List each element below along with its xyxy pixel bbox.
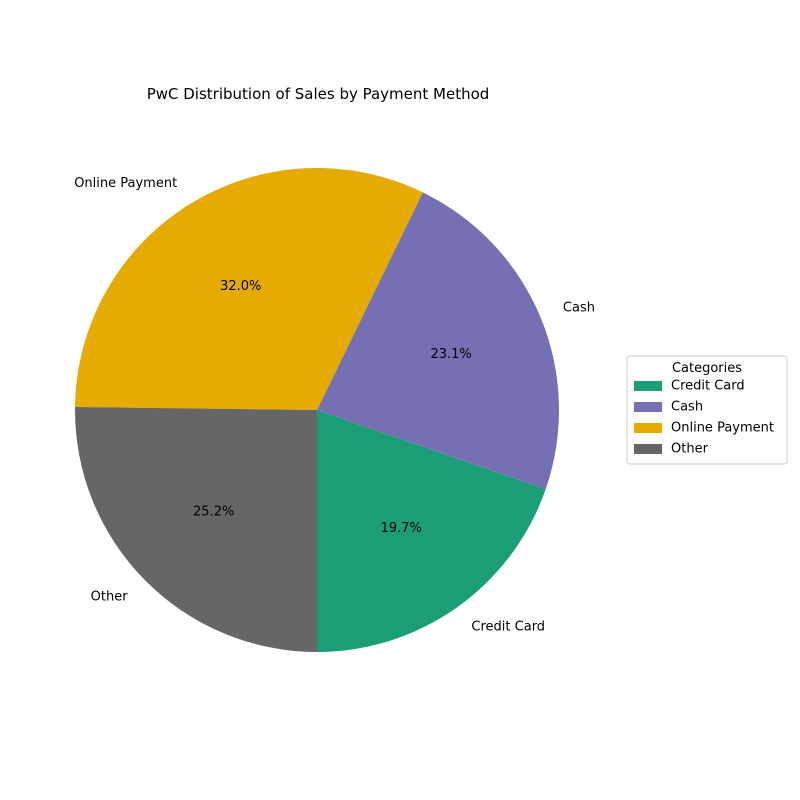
percent-label-cash: 23.1% <box>430 347 471 362</box>
legend-title: Categories <box>672 361 742 376</box>
legend-swatch-other <box>634 444 662 454</box>
legend-label-other: Other <box>671 442 709 457</box>
percent-label-credit-card: 19.7% <box>381 521 422 536</box>
slice-labels: Credit Card Cash Online Payment Other <box>74 176 595 634</box>
legend-label-cash: Cash <box>671 400 703 415</box>
legend-swatch-online-payment <box>634 423 662 433</box>
percent-label-other: 25.2% <box>193 505 234 520</box>
slice-label-cash: Cash <box>563 301 595 316</box>
legend-swatch-credit-card <box>634 381 662 391</box>
legend-frame <box>626 355 788 465</box>
legend-swatch-cash <box>634 402 662 412</box>
percent-label-online-payment: 32.0% <box>220 279 261 294</box>
legend-label-credit-card: Credit Card <box>671 379 745 394</box>
pie-slices <box>74 168 559 652</box>
pie-slice-credit-card <box>317 410 546 652</box>
chart-title: PwC Distribution of Sales by Payment Met… <box>147 85 490 103</box>
pie-slice-other <box>74 406 317 652</box>
slice-label-other: Other <box>91 590 129 605</box>
legend-label-online-payment: Online Payment <box>671 421 774 436</box>
slice-label-online-payment: Online Payment <box>74 176 177 191</box>
legend-items: Credit Card Cash Online Payment Other <box>634 379 774 457</box>
pie-slice-online-payment <box>75 168 423 410</box>
pie-slice-cash <box>317 192 559 490</box>
slice-label-credit-card: Credit Card <box>471 619 545 634</box>
legend: Categories Credit Card Cash Online Payment… <box>626 355 788 465</box>
percent-labels: 19.7% 23.1% 32.0% 25.2% <box>193 279 472 536</box>
